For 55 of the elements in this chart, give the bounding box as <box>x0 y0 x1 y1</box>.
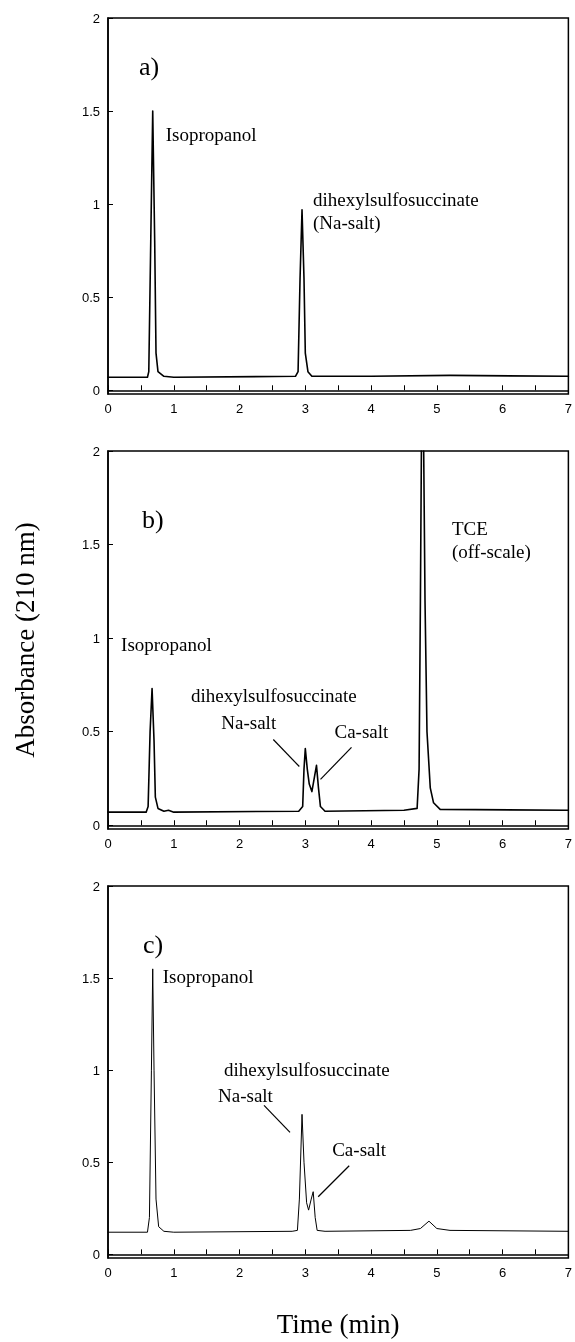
x-tick-label: 1 <box>170 1265 178 1280</box>
x-tick-label: 7 <box>564 1265 572 1280</box>
y-tick-label: 1.5 <box>81 537 100 553</box>
x-tick-label: 0 <box>104 401 112 416</box>
y-tick-label: 1 <box>92 196 100 212</box>
x-tick-label: 0 <box>104 1265 112 1280</box>
annotation: Na-salt <box>221 711 277 733</box>
text: b) <box>142 504 164 534</box>
x-tick-label: 4 <box>367 1265 375 1280</box>
x-tick-label: 7 <box>564 401 572 416</box>
annotation: dihexylsulfosuccinate <box>224 1059 390 1080</box>
x-tick-label: 2 <box>235 1265 244 1280</box>
annotation: dihexylsulfosuccinate (Na-salt) <box>313 188 479 234</box>
x-tick-label: 6 <box>499 836 507 851</box>
x-tick-label: 5 <box>433 836 441 851</box>
y-tick-label: 2 <box>92 10 100 26</box>
annotation: Isopropanol <box>162 965 254 987</box>
x-tick-label: 1 <box>170 836 178 851</box>
x-tick-label: 2 <box>235 836 244 851</box>
y-tick-label: 0.5 <box>81 724 100 740</box>
x-tick-label: 5 <box>433 401 441 416</box>
x-tick-label: 6 <box>499 401 507 416</box>
text: a) <box>139 51 160 81</box>
x-tick-label: 5 <box>433 1265 441 1280</box>
annotation: Isopropanol <box>121 633 212 655</box>
x-tick-label: 3 <box>301 836 309 851</box>
y-tick-label: 1 <box>92 630 100 646</box>
x-tick-label: 4 <box>367 836 375 851</box>
annotation: Isopropanol <box>165 124 257 146</box>
y-tick-label: 1.5 <box>81 970 100 986</box>
annotation: TCE (off-scale) <box>452 518 531 563</box>
text: c) <box>143 929 164 959</box>
x-tick-label: 3 <box>301 401 309 416</box>
annotation: dihexylsulfosuccinate <box>191 685 357 706</box>
annotation: Na-salt <box>218 1085 274 1107</box>
annotation: Ca-salt <box>332 1138 387 1160</box>
y-tick-label: 1.5 <box>81 103 100 119</box>
x-tick-label: 2 <box>235 401 244 416</box>
x-tick-label: 3 <box>301 1265 309 1280</box>
x-tick-label: 4 <box>367 401 375 416</box>
annotation: Ca-salt <box>334 721 390 743</box>
y-tick-label: 2 <box>92 443 100 459</box>
x-tick-label: 7 <box>564 836 572 851</box>
y-tick-label: 0 <box>92 1246 100 1262</box>
x-tick-label: 1 <box>170 401 178 416</box>
y-tick-label: 0 <box>92 817 100 833</box>
x-tick-label: 0 <box>104 836 112 851</box>
y-tick-label: 0 <box>92 382 100 398</box>
y-tick-label: 2 <box>92 878 100 894</box>
y-axis-title: Absorbance (210 nm) <box>9 522 40 758</box>
y-tick-label: 0.5 <box>81 1154 100 1170</box>
x-axis-title: Time (min) <box>276 1308 400 1339</box>
y-tick-label: 1 <box>92 1062 100 1078</box>
x-tick-label: 6 <box>499 1265 507 1280</box>
y-tick-label: 0.5 <box>81 289 100 305</box>
